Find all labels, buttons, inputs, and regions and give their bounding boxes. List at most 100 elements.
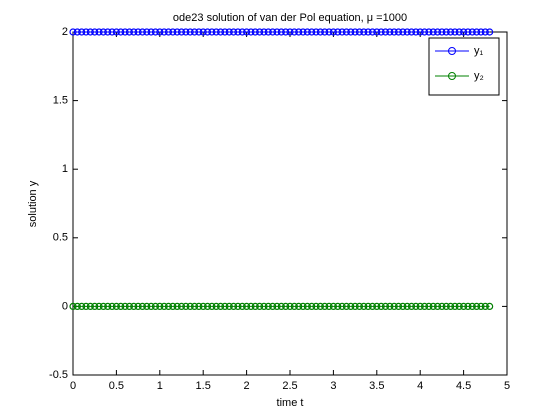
marker [229, 28, 238, 36]
marker [108, 28, 116, 36]
marker [377, 28, 385, 36]
marker [190, 28, 199, 36]
marker [208, 302, 216, 310]
marker [342, 302, 351, 310]
marker [173, 302, 181, 310]
marker [273, 28, 281, 36]
marker [407, 28, 416, 36]
marker [368, 302, 377, 310]
marker [442, 302, 450, 310]
y-tick-label: -0.5 [49, 369, 68, 381]
x-tick-label: 1 [157, 380, 163, 392]
marker [351, 302, 359, 310]
marker [394, 302, 403, 310]
marker [299, 28, 307, 36]
marker [377, 302, 385, 310]
marker [286, 302, 294, 310]
marker [355, 28, 364, 36]
y-tick-label: 0.5 [53, 232, 68, 244]
marker [212, 302, 220, 310]
marker [277, 28, 285, 36]
marker [82, 302, 90, 310]
marker [438, 302, 446, 310]
marker [112, 28, 121, 36]
marker [156, 302, 164, 310]
marker [147, 28, 155, 36]
marker [195, 28, 203, 36]
marker [95, 302, 103, 310]
marker [403, 28, 411, 36]
marker [407, 302, 416, 310]
marker [212, 28, 220, 36]
marker [216, 28, 225, 36]
marker [121, 28, 129, 36]
x-tick-label: 0.5 [109, 380, 124, 392]
marker [190, 302, 199, 310]
marker [277, 302, 285, 310]
marker [117, 28, 125, 36]
marker [473, 302, 481, 310]
marker [203, 302, 212, 310]
marker [429, 302, 437, 310]
marker [420, 28, 429, 36]
legend-marker [448, 47, 456, 55]
marker [203, 28, 212, 36]
marker [412, 28, 420, 36]
marker [151, 302, 160, 310]
marker [321, 28, 329, 36]
marker [477, 302, 485, 310]
marker [325, 28, 333, 36]
marker [390, 302, 398, 310]
marker [468, 28, 476, 36]
marker [368, 28, 377, 36]
marker [290, 28, 298, 36]
marker [130, 302, 138, 310]
marker [460, 302, 468, 310]
marker [243, 302, 251, 310]
marker [347, 302, 355, 310]
marker [373, 302, 381, 310]
marker [334, 302, 342, 310]
marker [425, 28, 433, 36]
marker [282, 302, 290, 310]
marker [342, 28, 351, 36]
marker [321, 302, 329, 310]
marker [334, 28, 342, 36]
marker [303, 302, 311, 310]
y-axis-label: solution y [27, 180, 39, 227]
marker [251, 302, 259, 310]
marker [416, 302, 424, 310]
marker [73, 302, 81, 310]
marker [425, 302, 433, 310]
marker [251, 28, 259, 36]
marker [229, 302, 238, 310]
marker [412, 302, 420, 310]
marker [78, 302, 86, 310]
marker [316, 28, 324, 36]
marker [147, 302, 155, 310]
marker [351, 28, 359, 36]
marker [290, 302, 298, 310]
marker [173, 28, 181, 36]
marker [125, 28, 134, 36]
marker [99, 28, 107, 36]
marker [169, 302, 177, 310]
marker [373, 28, 381, 36]
marker [446, 28, 455, 36]
chart-title: ode23 solution of van der Pol equation, … [173, 12, 407, 24]
marker [481, 302, 489, 310]
x-tick-label: 2 [244, 380, 250, 392]
marker [451, 302, 459, 310]
marker [386, 28, 394, 36]
marker [295, 28, 303, 36]
marker [221, 302, 229, 310]
x-tick-label: 5 [504, 380, 510, 392]
legend-box [428, 37, 500, 96]
marker [104, 302, 112, 310]
marker [464, 28, 472, 36]
marker [486, 28, 494, 36]
marker [473, 28, 481, 36]
marker [186, 302, 194, 310]
marker [433, 302, 442, 310]
marker [360, 28, 368, 36]
